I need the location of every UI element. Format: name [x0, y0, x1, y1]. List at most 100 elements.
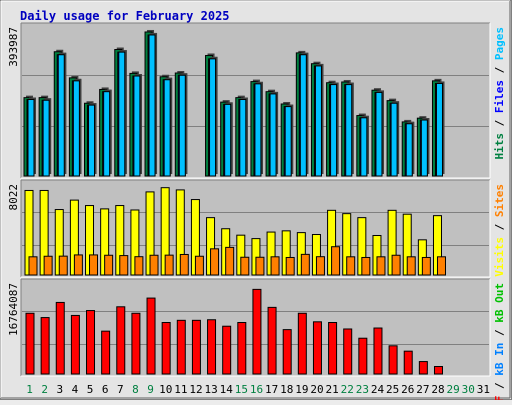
pages-bar	[420, 119, 428, 177]
x-tick-label: 9	[147, 383, 154, 396]
x-tick-label: 6	[102, 383, 109, 396]
x-tick-label: 22	[341, 383, 354, 396]
x-tick-label: 1	[26, 383, 33, 396]
sites-bar	[436, 256, 446, 276]
x-tick-label: 14	[220, 383, 234, 396]
sites-bar	[225, 246, 235, 276]
chart-title: Daily usage for February 2025	[20, 9, 230, 23]
pages-bar	[57, 54, 65, 177]
kbf-bar	[161, 322, 171, 375]
pages-bar	[269, 93, 277, 177]
sites-bar	[89, 254, 99, 276]
panel-kbytes: 16764087 kB F / kB In / kB Out	[7, 278, 506, 405]
sites-bar	[421, 256, 431, 276]
kbf-bar	[418, 361, 428, 375]
x-tick-label: 8	[132, 383, 139, 396]
kbf-bar	[55, 301, 65, 375]
x-tick-label: 27	[416, 383, 429, 396]
x-tick-label: 2	[41, 383, 48, 396]
pages-bar	[118, 51, 126, 177]
pages-bar	[88, 104, 96, 177]
sites-bar	[194, 255, 204, 276]
kbf-bar	[176, 319, 186, 375]
kbytes-max-label: 16764087	[7, 283, 20, 336]
kbf-bar	[207, 319, 217, 375]
sites-bar	[104, 254, 114, 276]
x-tick-label: 19	[295, 383, 308, 396]
legend-separator: /	[493, 60, 506, 80]
legend-entry: Files	[493, 80, 506, 113]
svg-text:Hits / Files / Pages: Hits / Files / Pages	[493, 27, 506, 160]
pages-bar	[360, 117, 368, 177]
pages-bar	[72, 80, 80, 177]
sites-bar	[164, 254, 174, 276]
kbf-bar	[131, 312, 141, 375]
legend-separator: /	[493, 376, 506, 396]
x-tick-label: 23	[356, 383, 369, 396]
pages-bar	[284, 106, 292, 177]
kbf-bar	[343, 328, 353, 375]
x-axis-tick-labels: 1 2 3 4 5 6 7 8 9 10 11 12 13 14 15 16 17 18 19 20 21 22 23 24 2…	[26, 383, 490, 396]
pages-bar	[314, 65, 322, 177]
sites-bar	[406, 256, 416, 276]
kbf-bar	[237, 322, 247, 375]
pages-bar	[405, 123, 413, 177]
x-tick-label: 13	[204, 383, 217, 396]
legend-entry: Hits	[493, 133, 506, 160]
sites-bar	[149, 254, 159, 276]
svg-text:kB F / kB In / kB Out: kB F / kB In / kB Out	[493, 283, 506, 400]
legend-visits-sites: Visits / Sites	[493, 184, 506, 277]
sites-bar	[315, 256, 325, 276]
legend-entry: kB In	[493, 343, 506, 376]
hits-max-label: 393987	[7, 27, 20, 67]
panel-visits-sites: 8022 Visits / Sites	[7, 179, 506, 278]
x-tick-label: 26	[401, 383, 414, 396]
sites-bar	[134, 256, 144, 276]
kbf-bar	[25, 312, 35, 375]
pages-bar	[345, 84, 353, 177]
visits-max-label: 8022	[7, 184, 20, 211]
pages-bar	[390, 102, 398, 177]
pages-bar	[42, 99, 50, 177]
sites-bar	[300, 253, 310, 276]
kbf-bar	[70, 314, 80, 375]
x-tick-label: 31	[477, 383, 490, 396]
x-tick-label: 15	[235, 383, 248, 396]
x-tick-label: 4	[72, 383, 79, 396]
x-tick-label: 28	[431, 383, 444, 396]
pages-bar	[224, 103, 232, 177]
legend-separator: /	[493, 323, 506, 343]
kbf-bar	[328, 322, 338, 375]
legend-entry: Pages	[493, 27, 506, 60]
sites-bar	[285, 256, 295, 276]
x-tick-label: 29	[447, 383, 460, 396]
kbf-bar	[267, 306, 277, 375]
pages-bar	[375, 91, 383, 177]
sites-bar	[376, 256, 386, 276]
sites-bar	[361, 256, 371, 276]
sites-bar	[346, 256, 356, 276]
x-tick-label: 20	[310, 383, 323, 396]
legend-entry: Sites	[493, 184, 506, 217]
pages-bar	[330, 84, 338, 177]
pages-bar	[435, 82, 443, 177]
pages-bar	[209, 58, 217, 177]
pages-bar	[103, 91, 111, 177]
pages-bar	[133, 75, 141, 177]
sites-bar	[179, 253, 189, 276]
sites-bar	[331, 246, 341, 276]
legend-entry: kB Out	[493, 283, 506, 323]
kbf-bar	[40, 317, 50, 375]
pages-bar	[299, 54, 307, 177]
x-tick-label: 11	[174, 383, 187, 396]
kbf-bar	[86, 310, 96, 375]
kbf-bar	[146, 297, 156, 375]
kbf-bar	[312, 321, 322, 375]
kbf-bar	[116, 306, 126, 375]
kbf-bar	[297, 312, 307, 375]
kbf-bar	[388, 345, 398, 375]
kbf-bar	[433, 366, 443, 375]
x-tick-label: 25	[386, 383, 399, 396]
pages-bar	[239, 99, 247, 177]
